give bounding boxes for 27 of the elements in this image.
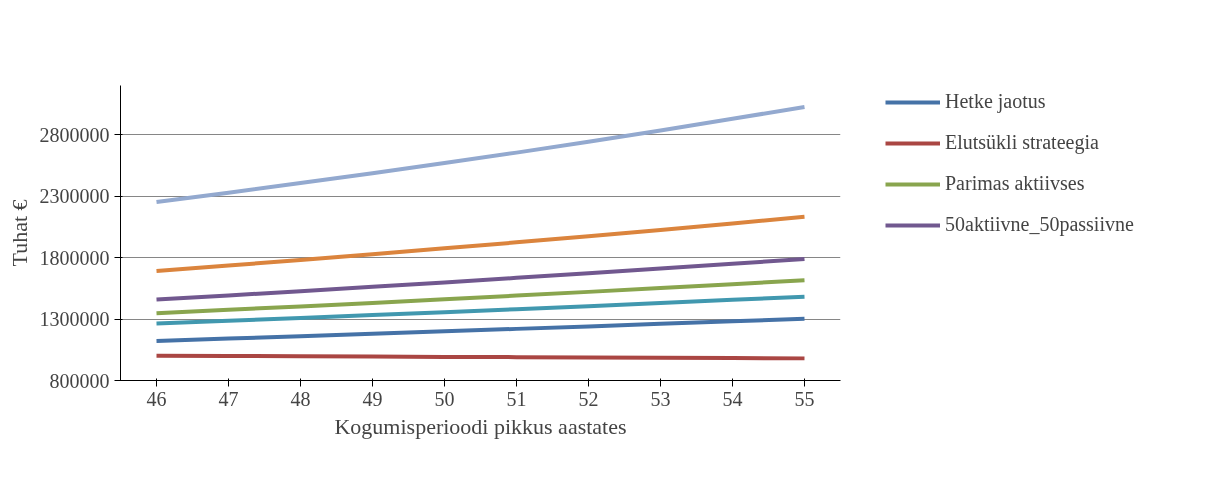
legend-label: 50aktiivne_50passiivne xyxy=(945,213,1134,236)
y-tick-label: 2800000 xyxy=(39,123,110,146)
x-tick-label: 53 xyxy=(650,387,671,410)
legend-label: Elutsükli strateegia xyxy=(945,131,1099,154)
line-series xyxy=(154,278,807,316)
x-axis-title: Kogumisperioodi pikkus aastates xyxy=(334,413,627,439)
x-tick-label: 46 xyxy=(146,387,167,410)
x-tick-label: 51 xyxy=(506,387,527,410)
x-tick-label: 49 xyxy=(362,387,383,410)
line-series xyxy=(154,316,807,343)
x-tick-label: 47 xyxy=(218,387,239,410)
legend-label: Hetke jaotus xyxy=(945,90,1046,113)
y-tick-label: 1300000 xyxy=(39,308,110,331)
legend-label: Parimas aktiivses xyxy=(945,172,1085,195)
y-axis-title: Tuhat € xyxy=(6,199,32,267)
line-series xyxy=(154,256,807,302)
y-tick-label: 800000 xyxy=(49,369,110,392)
y-tick-label: 2300000 xyxy=(39,185,110,208)
x-tick-label: 52 xyxy=(578,387,599,410)
y-tick-label: 1800000 xyxy=(39,246,110,269)
line-series xyxy=(154,294,807,326)
x-tick-label: 55 xyxy=(794,387,815,410)
x-tick-label: 54 xyxy=(722,387,743,410)
x-tick-label: 50 xyxy=(434,387,455,410)
line-series xyxy=(154,214,807,273)
x-tick-label: 48 xyxy=(290,387,311,410)
line-series xyxy=(154,105,807,204)
